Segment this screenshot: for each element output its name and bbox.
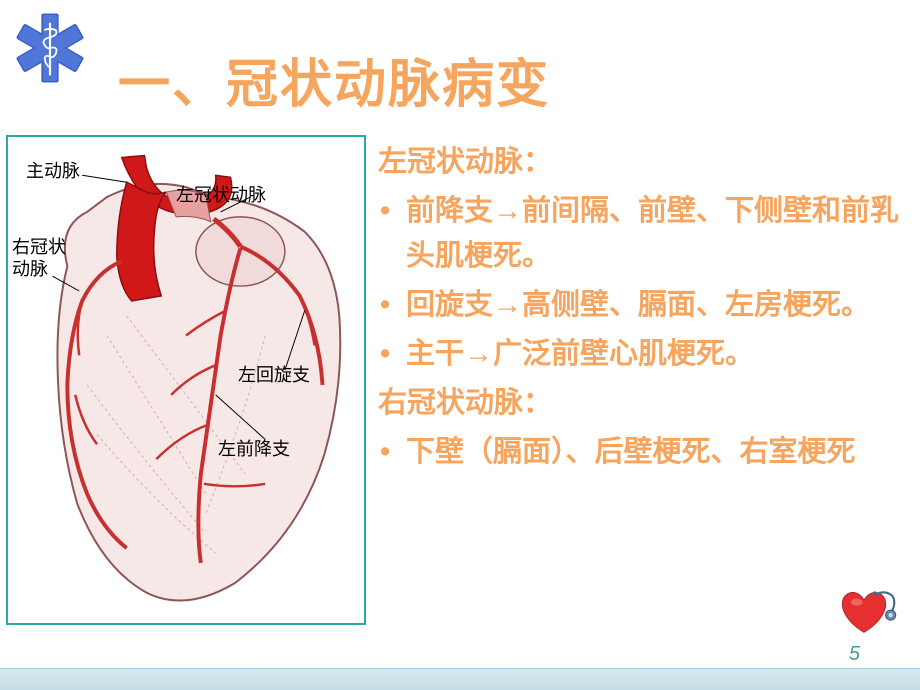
bullet-item: • 回旋支→高侧壁、膈面、左房梗死。 — [378, 283, 908, 328]
left-coronary-heading: 左冠状动脉： — [378, 140, 908, 185]
content-text: 左冠状动脉： • 前降支→前间隔、前壁、下侧壁和前乳头肌梗死。 • 回旋支→高侧… — [378, 140, 908, 479]
heart-svg — [8, 137, 364, 623]
bullet-dot-icon: • — [378, 430, 406, 475]
bottom-bar — [0, 668, 920, 690]
label-left-circumflex: 左回旋支 — [238, 361, 310, 387]
bullet-item: • 下壁（膈面）、后壁梗死、右室梗死 — [378, 430, 908, 475]
slide-container: 一、冠状动脉病变 — [0, 0, 920, 690]
slide-title: 一、冠状动脉病变 — [118, 42, 550, 117]
heart-anatomy-diagram: 主动脉 左冠状动脉 右冠状 动脉 左回旋支 左前降支 — [6, 135, 366, 625]
bullet-text: 前降支→前间隔、前壁、下侧壁和前乳头肌梗死。 — [406, 189, 908, 279]
page-number: 5 — [849, 643, 860, 666]
right-coronary-heading: 右冠状动脉： — [378, 381, 908, 426]
label-left-anterior-descending: 左前降支 — [218, 435, 290, 461]
bullet-dot-icon: • — [378, 283, 406, 328]
bullet-dot-icon: • — [378, 332, 406, 377]
label-aorta: 主动脉 — [26, 157, 80, 183]
label-right-coronary: 右冠状 动脉 — [12, 237, 66, 280]
bullet-dot-icon: • — [378, 189, 406, 279]
bullet-text: 主干→广泛前壁心肌梗死。 — [406, 332, 908, 377]
bullet-text: 下壁（膈面）、后壁梗死、右室梗死 — [406, 430, 908, 475]
bullet-item: • 主干→广泛前壁心肌梗死。 — [378, 332, 908, 377]
bullet-text: 回旋支→高侧壁、膈面、左房梗死。 — [406, 283, 908, 328]
star-of-life-icon — [14, 12, 86, 84]
heart-stethoscope-icon — [828, 582, 900, 642]
label-left-coronary: 左冠状动脉 — [176, 181, 266, 207]
bullet-item: • 前降支→前间隔、前壁、下侧壁和前乳头肌梗死。 — [378, 189, 908, 279]
